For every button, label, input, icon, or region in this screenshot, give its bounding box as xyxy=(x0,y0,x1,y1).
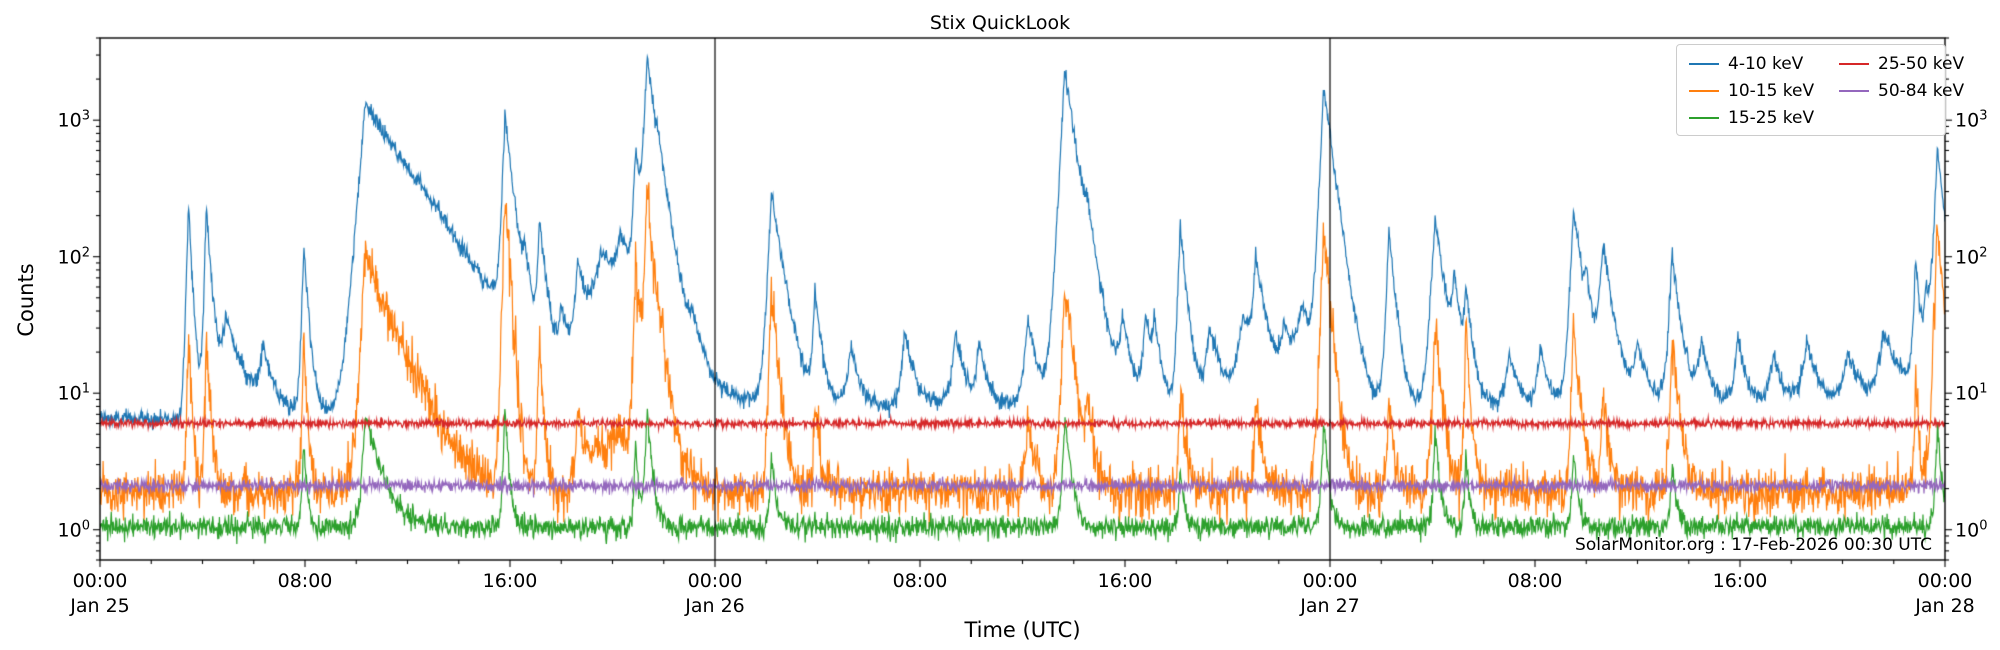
y-tick-label: 100 xyxy=(57,518,90,542)
y-tick-label: 100 xyxy=(1955,518,1988,542)
x-tick-time-label: 16:00 xyxy=(482,570,538,592)
x-tick-day-label: Jan 28 xyxy=(1915,595,1975,617)
legend: 4-10 keV 10-15 keV 15-25 keV 25-50 keV 50-84… xyxy=(1676,44,1964,136)
legend-item: 4-10 keV xyxy=(1689,50,1803,77)
x-tick-time-label: 16:00 xyxy=(1097,570,1153,592)
legend-label: 10-15 keV xyxy=(1728,80,1815,101)
x-tick-time-label: 08:00 xyxy=(892,570,948,592)
x-tick-time-label: 00:00 xyxy=(1917,570,1973,592)
x-tick-time-label: 00:00 xyxy=(687,570,743,592)
legend-label: 15-25 keV xyxy=(1728,107,1815,128)
x-axis-label: Time (UTC) xyxy=(964,618,1081,642)
legend-line-swatch xyxy=(1839,62,1869,65)
legend-line-swatch xyxy=(1689,116,1719,119)
y-tick-label: 102 xyxy=(1955,245,1988,269)
x-tick-day-label: Jan 25 xyxy=(70,595,130,617)
x-tick-time-label: 00:00 xyxy=(72,570,128,592)
y-tick-label: 103 xyxy=(57,108,90,132)
legend-line-swatch xyxy=(1689,62,1719,65)
x-tick-time-label: 08:00 xyxy=(277,570,333,592)
y-tick-label: 102 xyxy=(57,245,90,269)
y-tick-label: 101 xyxy=(57,381,90,405)
legend-label: 4-10 keV xyxy=(1728,53,1804,74)
legend-line-swatch xyxy=(1689,89,1719,92)
legend-label: 50-84 keV xyxy=(1878,80,1965,101)
y-axis-label: Counts xyxy=(14,263,38,337)
y-tick-label: 103 xyxy=(1955,108,1988,132)
watermark-text: SolarMonitor.org : 17-Feb-2026 00:30 UTC xyxy=(1575,535,1932,555)
x-tick-day-label: Jan 26 xyxy=(685,595,745,617)
x-tick-time-label: 08:00 xyxy=(1507,570,1563,592)
legend-item: 50-84 keV xyxy=(1839,77,1964,104)
y-tick-label: 101 xyxy=(1955,381,1988,405)
x-tick-time-label: 16:00 xyxy=(1712,570,1768,592)
legend-label: 25-50 keV xyxy=(1878,53,1965,74)
legend-item: 15-25 keV xyxy=(1689,104,1814,131)
x-tick-time-label: 00:00 xyxy=(1302,570,1358,592)
legend-item: 10-15 keV xyxy=(1689,77,1814,104)
legend-item: 25-50 keV xyxy=(1839,50,1964,77)
x-tick-day-label: Jan 27 xyxy=(1300,595,1360,617)
legend-line-swatch xyxy=(1839,89,1869,92)
chart-title: Stix QuickLook xyxy=(929,12,1071,34)
